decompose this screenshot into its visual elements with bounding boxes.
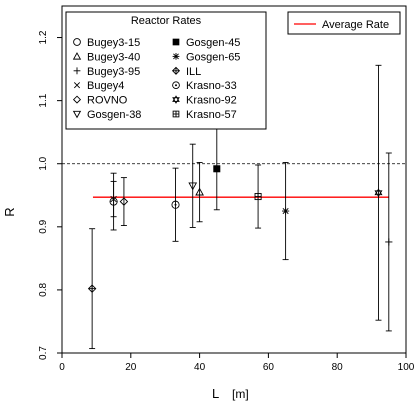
legend-label: Bugey3-15 [87,37,140,49]
legend-label: ILL [186,66,201,78]
legend-item: Bugey3-40 [72,51,140,63]
y-tick-label: 0.9 [38,219,49,233]
y-tick-label: 1.1 [38,93,49,107]
x-axis-label: L [212,386,219,401]
y-axis-label: R [2,207,17,216]
average-legend-box [287,11,401,35]
y-tick-label: 1.2 [38,30,49,44]
legend-label: Bugey3-95 [87,66,140,78]
legend-item: Gosgen-65 [172,51,240,63]
legend-item: Bugey4 [73,80,124,92]
average-legend-label: Average Rate [322,19,389,31]
legend-title: Reactor Rates [131,15,202,27]
legend-item: Krasno-33 [172,80,237,92]
legend-label: Gosgen-45 [186,37,240,49]
legend-item: Gosgen-45 [172,37,240,49]
data-point [374,64,383,321]
data-point [171,167,180,242]
legend-label: Gosgen-65 [186,51,240,63]
data-point [87,228,97,350]
y-tick-label: 1.0 [38,156,49,170]
data-point [188,143,198,228]
plot-frame [61,5,407,354]
legend-item: Bugey3-15 [73,37,140,49]
legend-label: Krasno-33 [186,80,237,92]
data-point [385,152,393,332]
legend-label: Krasno-57 [186,109,237,121]
x-tick-label: 80 [332,362,344,373]
data-point [282,162,290,261]
legend-label: Bugey3-40 [87,51,140,63]
data-point [195,162,204,223]
legend-label: Gosgen-38 [87,109,141,121]
legend-item: Gosgen-38 [72,109,141,121]
legend-box [65,11,267,130]
legend-label: Krasno-92 [186,95,237,107]
x-axis-unit: [m] [232,387,249,401]
data-point [254,164,262,229]
data-point [110,180,117,218]
legend-item: Krasno-92 [172,95,237,107]
legend-item: Krasno-57 [172,109,237,121]
data-point [119,177,129,227]
x-tick-label: 20 [125,362,137,373]
x-tick-label: 0 [59,362,65,373]
x-tick-label: 40 [194,362,206,373]
y-tick-label: 0.7 [38,346,49,360]
legend-label: ROVNO [87,95,128,107]
average-legend: Average Rate [287,11,401,35]
y-tick-label: 0.8 [38,283,49,297]
x-tick-label: 100 [398,362,415,373]
legend: Reactor Rates Bugey3-15 Bugey3-40 Bugey3-9… [65,11,267,130]
legend-label: Bugey4 [87,80,124,92]
x-tick-label: 60 [263,362,275,373]
legend-item: ROVNO [72,95,128,107]
legend-item: Bugey3-95 [73,66,140,78]
legend-item: ILL [171,66,201,78]
